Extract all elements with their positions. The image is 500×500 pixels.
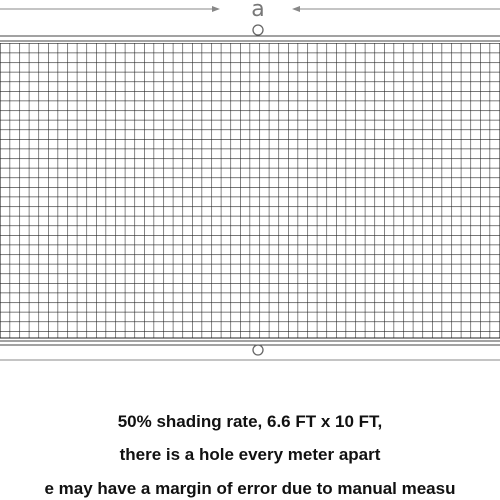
- arrowhead-right: [212, 6, 220, 12]
- caption-line: there is a hole every meter apart: [120, 445, 381, 464]
- caption-line: e may have a margin of error due to manu…: [45, 479, 456, 498]
- grommet-top: [252, 24, 264, 36]
- grommet-bottom: [252, 344, 264, 356]
- dimension-label: a: [251, 0, 264, 22]
- mesh: [0, 43, 500, 338]
- caption-line: 50% shading rate, 6.6 FT x 10 FT,: [118, 412, 383, 431]
- arrowhead-left: [292, 6, 300, 12]
